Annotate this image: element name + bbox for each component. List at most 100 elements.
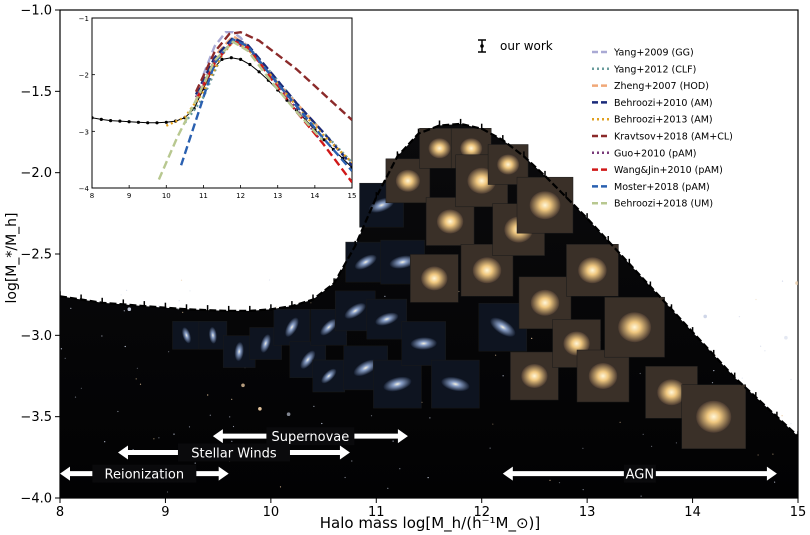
star <box>127 307 132 312</box>
elliptical-galaxy <box>530 289 560 316</box>
annotation-arrow: Stellar Winds <box>117 443 350 462</box>
star <box>70 307 72 309</box>
star <box>399 468 401 470</box>
legend-label: our work <box>500 39 553 53</box>
star <box>126 289 128 291</box>
spiral-galaxy <box>353 359 378 377</box>
arrow-head-right <box>218 466 229 481</box>
inset-series-line <box>194 36 352 167</box>
inset-our-work-point <box>248 62 252 67</box>
elliptical-galaxy <box>529 191 561 220</box>
inset-our-work-point <box>239 57 243 62</box>
spiral-galaxy <box>375 312 399 326</box>
star <box>351 460 353 462</box>
star <box>772 453 774 455</box>
legend-errorbar-point <box>480 44 484 48</box>
sky-region <box>60 123 798 498</box>
star <box>139 383 142 385</box>
legend-label: Wang&Jin+2010 (pAM) <box>614 165 723 176</box>
x-axis-label: Halo mass log[M_h/(h⁻¹M_⊙)] <box>320 514 541 533</box>
star <box>182 311 184 313</box>
inset-x-tick-label: 13 <box>273 192 282 200</box>
spiral-galaxy <box>410 337 437 350</box>
elliptical-galaxy <box>521 364 548 388</box>
annotation-arrow: Reionization <box>60 464 229 483</box>
star <box>675 442 678 444</box>
inset-our-work-point <box>127 120 131 124</box>
y-axis-label: log[M_*/M_h] <box>4 212 20 303</box>
main-plot: 8 9 10 11 12 13 14 15 −4.0 −3.5 −3.0 −2.5 −2.0 −1.5 −1… <box>4 4 806 534</box>
arrow-head-left <box>117 445 128 460</box>
spiral-galaxy <box>234 342 244 362</box>
star <box>492 423 494 425</box>
inset-series-line <box>194 30 352 121</box>
star <box>313 405 315 407</box>
y-tick-label: −4.0 <box>20 492 52 507</box>
star <box>582 447 584 449</box>
x-tick-label: 14 <box>684 505 701 520</box>
annotation-label-bg <box>92 464 197 483</box>
star <box>158 437 160 439</box>
inset-series-line <box>194 40 324 144</box>
star <box>760 345 762 347</box>
star <box>774 481 776 483</box>
elliptical-galaxy <box>428 138 451 159</box>
legend-entry: Kravtsov+2018 (AM+CL) <box>592 132 733 143</box>
star <box>189 290 191 292</box>
inset-series-line <box>183 38 352 164</box>
star <box>738 316 741 318</box>
legend-entry: Zheng+2007 (HOD) <box>592 81 709 92</box>
inset-our-work-point <box>229 56 233 60</box>
x-tick-label: 8 <box>56 505 64 520</box>
star <box>194 462 196 464</box>
inset-axes: 8 9 10 11 12 13 14 15 −4 −3 −2 −1 <box>79 15 357 200</box>
star <box>703 314 707 319</box>
legend-entry: Yang+2009 (GG) <box>592 48 694 59</box>
star <box>795 281 798 285</box>
star <box>711 382 714 384</box>
annotation-arrow: AGN <box>502 464 777 483</box>
inset-x-tick-label: 11 <box>199 192 208 200</box>
inset-series <box>92 30 352 184</box>
spiral-galaxy <box>490 317 516 337</box>
inset-our-work-point <box>322 138 326 142</box>
elliptical-galaxy <box>421 266 448 291</box>
elliptical-galaxy <box>460 138 483 159</box>
star <box>489 447 491 449</box>
star <box>549 479 551 481</box>
annotation-arrow: Supernovae <box>212 427 408 446</box>
legend-label: Behroozi+2010 (AM) <box>614 98 713 109</box>
inset-our-work-point <box>155 121 159 125</box>
star <box>166 491 169 493</box>
star <box>268 279 271 281</box>
star <box>279 486 282 488</box>
star <box>207 394 209 396</box>
star <box>558 482 561 484</box>
legend-entry: Wang&Jin+2010 (pAM) <box>592 165 723 176</box>
annotation-label: AGN <box>626 468 654 483</box>
star <box>117 410 119 413</box>
legend-entry: Behroozi+2010 (AM) <box>592 98 713 109</box>
annotation-label-bg <box>623 464 656 483</box>
spiral-galaxy <box>320 318 338 336</box>
inset-x-tick-label: 14 <box>310 192 319 200</box>
inset-our-work-point <box>220 57 224 62</box>
star <box>495 354 497 356</box>
star <box>231 440 233 442</box>
inset-x-tick-label: 15 <box>348 192 357 200</box>
inset-our-work-point <box>146 121 150 125</box>
annotation-label-bg <box>177 443 290 462</box>
inset-series-line <box>202 31 253 76</box>
star <box>370 415 373 417</box>
y-tick-label: −1.5 <box>20 85 52 100</box>
legend-label: Moster+2018 (pAM) <box>614 182 710 193</box>
legend-entry: Yang+2012 (CLF) <box>592 64 696 75</box>
x-tick-label: 15 <box>790 505 807 520</box>
x-tick-label: 11 <box>368 505 385 520</box>
star <box>757 454 759 456</box>
star <box>531 337 533 339</box>
inset-x-tick-label: 9 <box>127 192 131 200</box>
star <box>258 407 262 411</box>
legend-label: Guo+2010 (pAM) <box>614 148 697 159</box>
